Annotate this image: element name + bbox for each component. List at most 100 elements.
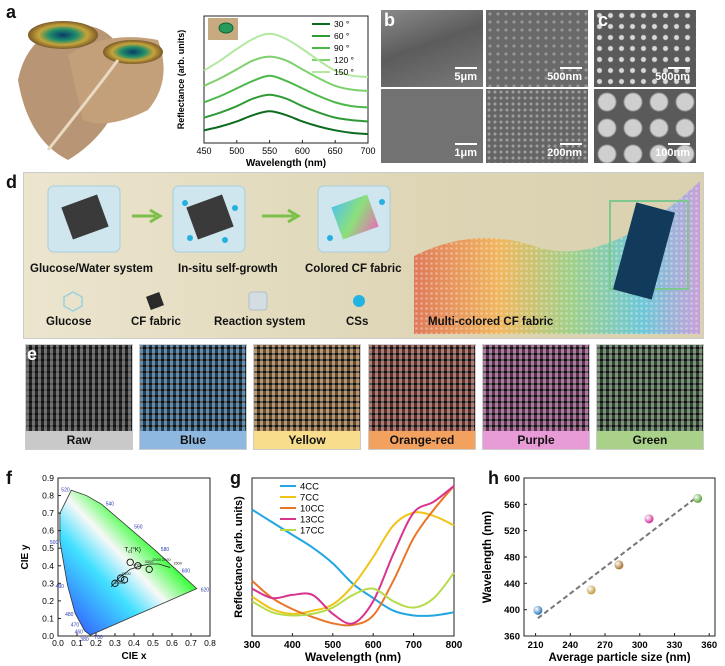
x-tick-label: 600 — [365, 640, 382, 651]
series-line-30 — [203, 110, 369, 136]
wavelength-mark: 380 — [80, 637, 89, 643]
self-growth-cube — [172, 185, 246, 253]
cie-gamut-locus — [59, 489, 198, 636]
y-tick-label: 560 — [504, 500, 520, 511]
x-tick-label: 0.4 — [128, 638, 140, 648]
panel-label-a: a — [6, 2, 17, 22]
x-tick-label: 650 — [328, 146, 343, 156]
y-tick-label: 0.0 — [42, 631, 54, 641]
y-axis-label: Wavelength (nm) — [482, 511, 494, 603]
y-tick-label: 0.3 — [42, 578, 54, 588]
x-tick-label: 0.7 — [185, 638, 197, 648]
x-axis-label: Average particle size (nm) — [548, 652, 690, 663]
sem-image-c2: 100nm — [594, 89, 696, 163]
series-line-150 — [203, 32, 369, 78]
legend-glucose: Glucose — [46, 316, 92, 328]
x-tick-label: 0.3 — [109, 638, 121, 648]
scale-label-b2: 500nm — [547, 71, 582, 83]
y-tick-label: 400 — [504, 605, 520, 616]
series-line-60 — [203, 93, 369, 123]
scale-label-c2: 100nm — [655, 147, 690, 159]
legend-label: 150 ° — [334, 67, 354, 77]
fabric-weave-texture — [597, 345, 703, 431]
inset-eye — [218, 22, 234, 34]
y-tick-label: 0.4 — [42, 561, 54, 571]
data-point — [586, 585, 596, 595]
multi-colored-fabric-illustration — [414, 181, 700, 334]
plot-frame — [203, 15, 369, 144]
wavelength-mark: 480 — [65, 612, 74, 618]
scale-label-b1: 5μm — [454, 71, 477, 83]
scale-label-b4: 200nm — [547, 147, 582, 159]
fabric-swatch-purple: Purple — [482, 344, 590, 450]
series-line-120 — [203, 55, 369, 92]
wavelength-mark: 520 — [61, 488, 70, 494]
x-tick-label: 240 — [562, 640, 578, 651]
wavelength-mark: 470 — [71, 623, 80, 629]
cie-data-point — [126, 558, 134, 566]
x-tick-label: 0.5 — [147, 638, 159, 648]
cie-data-point — [111, 579, 119, 587]
panel-label-f: f — [6, 468, 12, 488]
planck-label-unit: (°K) — [130, 548, 140, 554]
series-line-4cc — [251, 508, 455, 617]
y-tick-label: 0.8 — [42, 491, 54, 501]
x-axis-label: Wavelength (nm) — [305, 650, 401, 663]
x-tick-label: 0.8 — [204, 638, 216, 648]
legend-label: 7CC — [300, 493, 319, 504]
sem-image-b3: 1μm — [381, 89, 483, 163]
fabric-label: Green — [597, 431, 703, 449]
scale-bar — [455, 143, 477, 145]
series-line-13cc — [251, 485, 455, 625]
fabric-label: Orange-red — [369, 431, 475, 449]
fabric-weave-texture — [26, 345, 132, 431]
series-line-90 — [203, 74, 369, 109]
x-tick-label: 700 — [405, 640, 422, 651]
fabric-weave-texture — [483, 345, 589, 431]
planck-temp-label: 3000 — [145, 559, 155, 564]
y-tick-label: 0.2 — [42, 596, 54, 606]
legend-css: CSs — [346, 316, 369, 328]
x-axis-label: Wavelength (nm) — [246, 158, 326, 168]
y-tick-label: 360 — [504, 632, 520, 643]
sem-image-b1: 5μm — [381, 10, 483, 87]
data-point — [644, 514, 654, 524]
chart-a-reflectance: 450 500 550 600 650 700 Wavelength (nm) Reflect… — [176, 15, 376, 168]
fabric-weave-texture — [140, 345, 246, 431]
fabric-swatch-yellow: Yellow — [253, 344, 361, 450]
legend-label: 13CC — [300, 515, 324, 526]
planck-label-subscript: c — [128, 549, 131, 554]
planck-temp-label: 4000 — [133, 562, 143, 567]
panel-label-e: e — [27, 344, 38, 364]
series-line-7cc — [251, 511, 455, 615]
y-tick-label: 600 — [504, 474, 520, 485]
x-tick-label: 400 — [284, 640, 301, 651]
x-tick-label: 550 — [262, 146, 277, 156]
step-label-glucose-water: Glucose/Water system — [30, 263, 153, 275]
planck-temp-label: 1500 — [173, 561, 183, 566]
panel-label-b: b — [384, 10, 395, 30]
sem-image-b2: 500nm — [486, 10, 588, 87]
fabric-label: Raw — [26, 431, 132, 449]
legend-reaction-system: Reaction system — [214, 316, 306, 328]
multi-colored-fabric-label: Multi-colored CF fabric — [428, 316, 554, 328]
cie-data-point — [120, 576, 129, 584]
scale-label-c1: 500nm — [655, 71, 690, 83]
x-tick-label: 600 — [295, 146, 310, 156]
scale-bar — [668, 67, 690, 69]
legend-cf-fabric: CF fabric — [131, 316, 181, 328]
wavelength-mark: 580 — [161, 547, 170, 553]
y-axis-label: Reflectance (arb. units) — [176, 30, 186, 130]
step-label-colored-fabric: Colored CF fabric — [305, 263, 402, 275]
x-tick-label: 270 — [597, 640, 613, 651]
data-point — [614, 560, 624, 570]
legend-label: 30 ° — [334, 19, 349, 29]
arrow-icon — [132, 208, 163, 224]
wavelength-mark: 700 — [94, 635, 103, 641]
legend-label: 90 ° — [334, 43, 349, 53]
wavelength-mark: 600 — [182, 568, 191, 574]
panel-label-g: g — [230, 468, 241, 488]
reaction-system-icon — [248, 291, 268, 311]
y-tick-label: 0.7 — [42, 508, 54, 518]
y-tick-label: 0.6 — [42, 526, 54, 536]
